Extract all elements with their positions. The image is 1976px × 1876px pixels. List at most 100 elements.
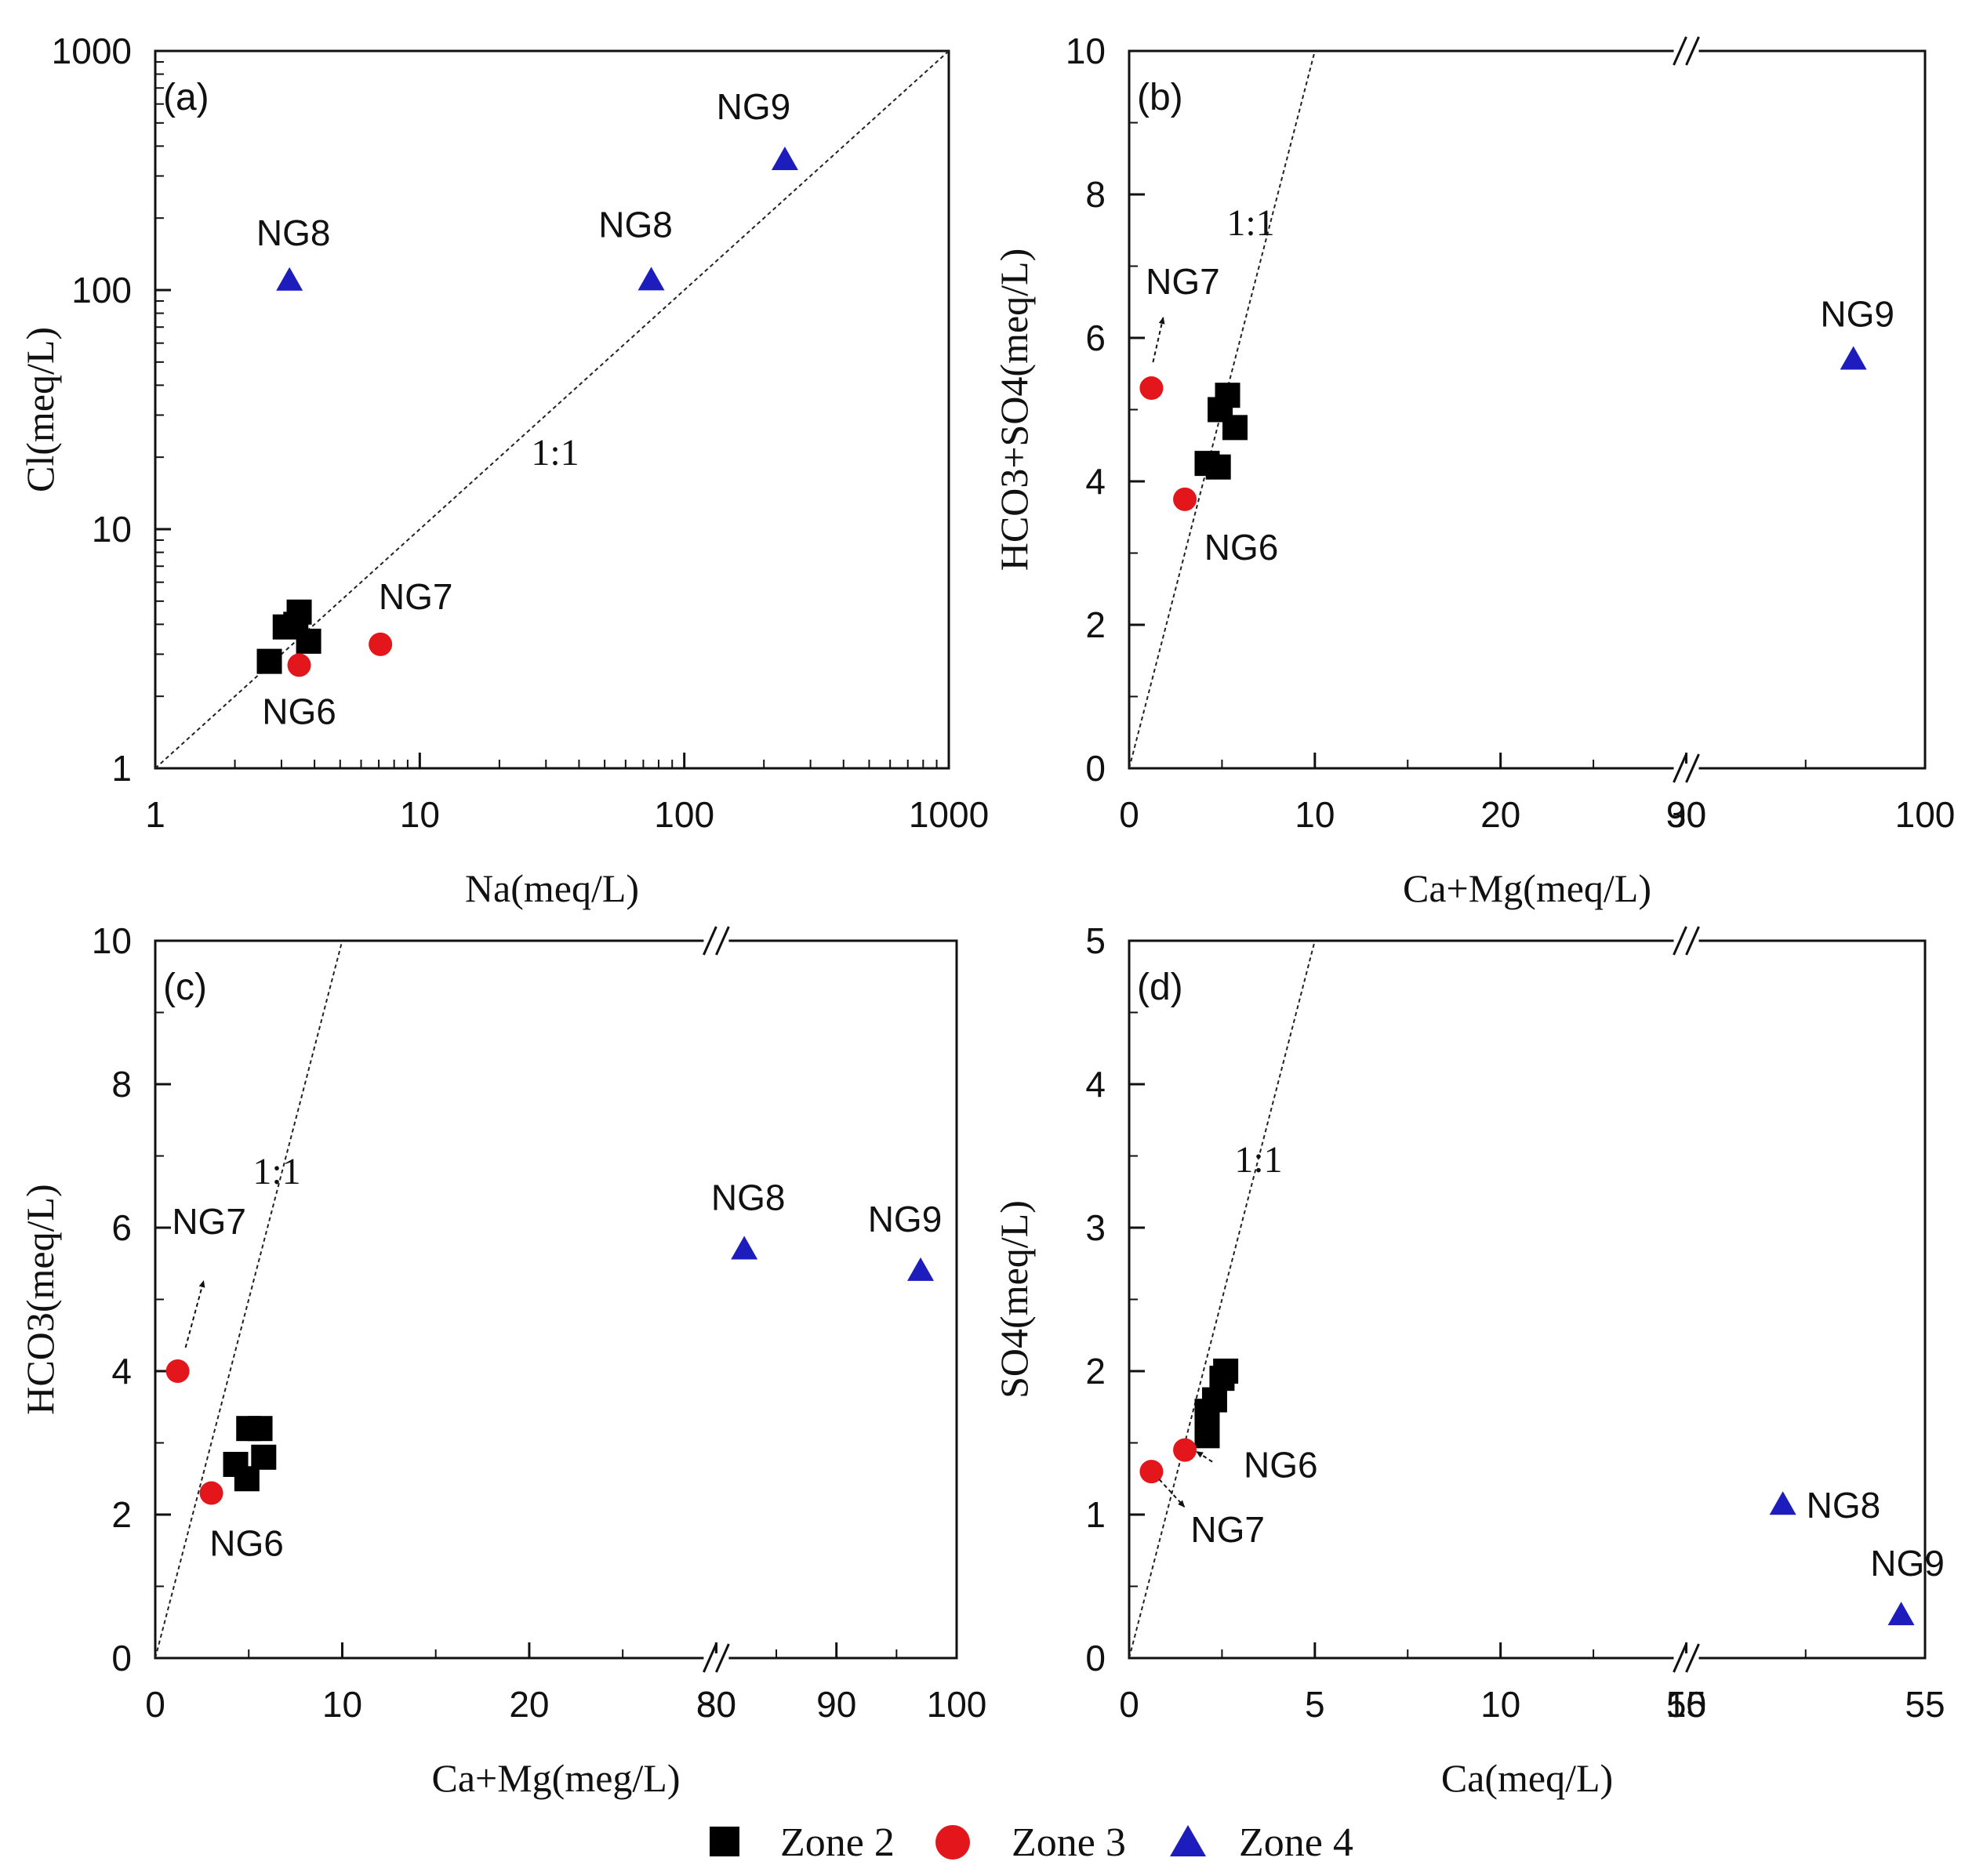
x-axis-label: Ca+Mg(meq/L): [1403, 866, 1651, 910]
x-tick-label: 15: [1666, 1684, 1706, 1725]
x-tick-label: 50: [1666, 1684, 1706, 1725]
data-point: [286, 599, 312, 625]
point-label-ng9: NG9: [868, 1199, 943, 1239]
data-point: [276, 267, 303, 291]
x-tick-label: 1: [145, 794, 165, 835]
x-axis-label: Ca+Mg(meg/L): [431, 1756, 680, 1800]
ratio-line-label: 1:1: [1234, 1139, 1282, 1181]
y-tick-label: 100: [71, 270, 132, 310]
annotation-arrow: [1158, 1479, 1186, 1508]
data-point: [1139, 1460, 1164, 1484]
point-label-ng9: NG9: [1820, 293, 1894, 334]
x-tick-label: 10: [1480, 1684, 1520, 1725]
x-tick-label: 10: [322, 1684, 362, 1725]
x-tick-label: 10: [400, 794, 440, 835]
ratio-line: [155, 941, 343, 1658]
point-label-ng6: NG6: [1204, 527, 1279, 568]
legend-label-zone-3: Zone 3: [1012, 1820, 1126, 1865]
point-label-ng6: NG6: [262, 691, 336, 731]
x-tick-label: 1000: [909, 794, 989, 835]
data-point: [287, 653, 311, 677]
ratio-line: [155, 51, 949, 768]
y-tick-label: 10: [1066, 31, 1106, 71]
panel-label: (a): [163, 77, 209, 118]
y-tick-label: 8: [111, 1064, 132, 1105]
point-label-ng7: NG7: [1190, 1509, 1265, 1550]
x-axis-label: Ca(meq/L): [1441, 1756, 1613, 1800]
y-tick-label: 6: [1085, 318, 1106, 358]
data-point: [1173, 487, 1197, 511]
panel-label: (b): [1137, 77, 1183, 118]
x-tick-label: 90: [816, 1684, 856, 1725]
legend-label-zone-2: Zone 2: [780, 1820, 895, 1865]
y-tick-label: 4: [1085, 461, 1106, 502]
point-label-ng7: NG7: [379, 576, 453, 617]
data-point: [1201, 1387, 1227, 1413]
y-tick-label: 8: [1085, 174, 1106, 215]
point-label-ng7: NG7: [172, 1201, 246, 1242]
ratio-line-label: 1:1: [531, 432, 579, 474]
data-point: [234, 1466, 260, 1492]
x-tick-label: 0: [145, 1684, 165, 1725]
point-label-ng8: NG8: [256, 212, 331, 253]
y-tick-label: 1: [1085, 1494, 1106, 1535]
axis-break-mark: [1685, 926, 1700, 956]
data-point: [907, 1257, 935, 1281]
series-zone-4: [731, 1236, 935, 1281]
y-axis-label: Cl(meq/L): [18, 327, 62, 492]
data-point: [1213, 1359, 1239, 1384]
y-tick-label: 2: [1085, 1351, 1106, 1392]
legend: Zone 2 Zone 3 Zone 4: [710, 1820, 1353, 1865]
data-point: [296, 628, 321, 654]
data-point: [1769, 1491, 1796, 1515]
y-tick-label: 2: [111, 1494, 132, 1535]
y-tick-label: 4: [111, 1351, 132, 1392]
x-tick-label: 100: [927, 1684, 987, 1725]
x-tick-label: 10: [1295, 794, 1335, 835]
x-axis-label: Na(meq/L): [465, 866, 639, 910]
data-point: [1215, 383, 1240, 408]
panel-label: (c): [163, 967, 207, 1008]
y-tick-label: 4: [1085, 1064, 1106, 1105]
axis-break-mark: [715, 1643, 730, 1673]
point-label-ng9: NG9: [717, 86, 791, 127]
annotation-arrow: [1152, 317, 1165, 363]
x-tick-label: 30: [696, 1684, 736, 1725]
ratio-line-label: 1:1: [252, 1151, 300, 1192]
point-label-ng6: NG6: [1244, 1445, 1318, 1486]
y-tick-label: 10: [92, 509, 132, 550]
legend-label-zone-4: Zone 4: [1239, 1820, 1353, 1865]
panel-a: 1 10 100 1000 1 10 100 1000 1:1 (a) Na(meq/L) Cl(me…: [18, 31, 989, 910]
x-tick-label: 100: [654, 794, 714, 835]
point-label-ng8: NG8: [711, 1177, 786, 1217]
data-point: [1222, 415, 1248, 441]
annotation-arrow: [184, 1280, 205, 1348]
data-point: [1139, 376, 1164, 401]
series-zone-2: [1194, 383, 1248, 480]
series-zone-3: [1139, 1438, 1197, 1484]
series-zone-4: [276, 267, 1867, 370]
y-tick-label: 0: [1085, 1638, 1106, 1678]
panel-label: (d): [1137, 967, 1183, 1008]
data-point: [369, 632, 393, 656]
axis-break-mark: [703, 926, 717, 956]
axis-break-mark: [1685, 753, 1700, 783]
y-tick-label: 0: [111, 1638, 132, 1678]
data-point: [165, 1359, 190, 1383]
y-tick-label: 2: [1085, 604, 1106, 645]
point-label-ng6: NG6: [209, 1523, 284, 1564]
y-tick-label: 1000: [52, 31, 132, 71]
x-tick-label: 5: [1305, 1684, 1325, 1725]
y-axis-label: SO4(meq/L): [992, 1200, 1036, 1399]
data-point: [637, 267, 665, 291]
y-tick-label: 6: [111, 1207, 132, 1248]
ratio-line-label: 1:1: [1226, 202, 1274, 244]
x-tick-label: 100: [1895, 794, 1956, 835]
y-axis-label: HCO3(meq/L): [18, 1184, 62, 1414]
point-label-ng9: NG9: [1870, 1543, 1945, 1584]
data-point: [1840, 346, 1867, 370]
axis-break-mark: [1673, 926, 1687, 956]
